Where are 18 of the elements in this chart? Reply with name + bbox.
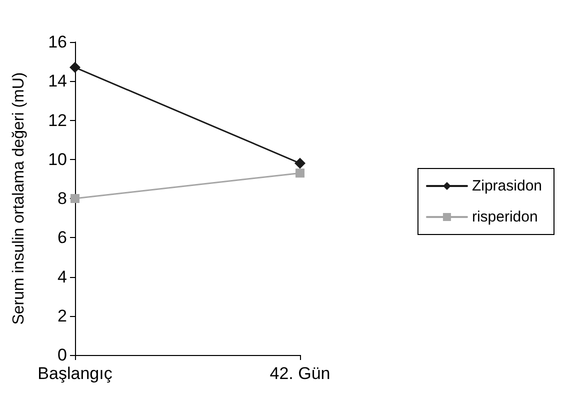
y-tick-label: 2: [58, 306, 67, 326]
y-axis-title: Serum insulin ortalama değeri (mU): [10, 72, 28, 325]
y-tick-label: 16: [48, 32, 67, 52]
y-tick-label: 4: [58, 267, 67, 286]
point: [296, 168, 304, 178]
point: [70, 62, 80, 73]
y-tick-label: 14: [48, 72, 67, 91]
point: [294, 158, 306, 169]
x-tick-label: Başlangıç: [38, 364, 113, 383]
legend-label: Ziprasidon: [472, 178, 542, 194]
y-tick-label: 12: [48, 110, 67, 130]
point: [70, 194, 80, 203]
y-tick-label: 6: [58, 228, 67, 248]
y-tick-label: 0: [58, 346, 67, 364]
y-tick-label: 10: [48, 150, 67, 169]
x-tick-label: 42. Gün: [270, 364, 330, 383]
legend-label: risperidon: [472, 208, 538, 226]
y-tick-label: 8: [58, 189, 67, 208]
